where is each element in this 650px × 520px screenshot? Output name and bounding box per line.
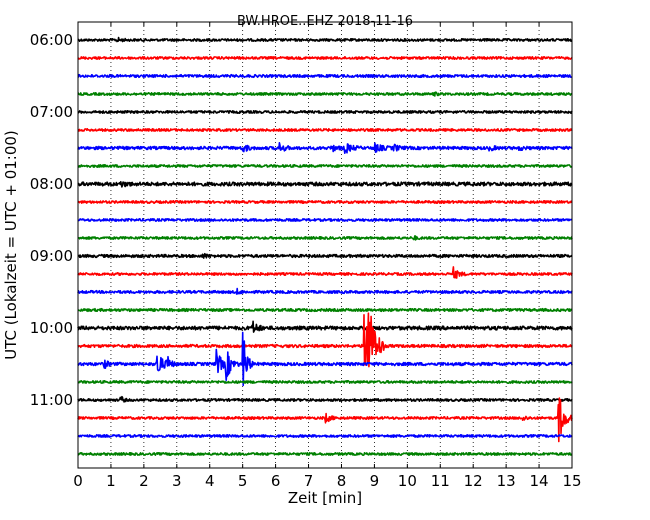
- trace-0800: [77, 181, 573, 188]
- x-tick-label: 7: [304, 472, 314, 490]
- y-tick-label: 11:00: [30, 391, 73, 409]
- trace-1115: [77, 397, 573, 443]
- x-tick-label: 0: [73, 472, 83, 490]
- x-tick-label: 1: [106, 472, 116, 490]
- x-tick-label: 5: [238, 472, 248, 490]
- y-tick-label: 09:00: [30, 247, 73, 265]
- trace-1015: [77, 312, 573, 368]
- axis-ticks: [77, 22, 573, 468]
- x-axis-tick-labels: 0 1 2 3 4 5 6 7 8 9 10 11 12 13 14 15: [73, 472, 581, 490]
- y-axis-title: UTC (Lokalzeit = UTC + 01:00): [2, 130, 20, 360]
- trace-0715: [77, 128, 573, 132]
- x-tick-label: 3: [172, 472, 182, 490]
- x-tick-label: 10: [398, 472, 417, 490]
- trace-0830: [77, 218, 573, 222]
- trace-1030: [77, 331, 573, 387]
- trace-1130: [77, 433, 573, 439]
- y-tick-label: 07:00: [30, 103, 73, 121]
- trace-lines: [77, 36, 573, 457]
- trace-1100: [77, 395, 573, 403]
- trace-0900: [77, 252, 573, 259]
- y-axis-tick-labels: 06:00 07:00 08:00 09:00 10:00 11:00: [30, 31, 73, 409]
- trace-0845: [77, 235, 573, 241]
- x-tick-label: 2: [139, 472, 149, 490]
- plot-area: [77, 21, 573, 469]
- trace-0930: [77, 287, 573, 295]
- x-tick-label: 13: [497, 472, 516, 490]
- x-tick-label: 6: [271, 472, 281, 490]
- x-tick-label: 11: [431, 472, 450, 490]
- trace-0645: [77, 91, 573, 97]
- trace-0615: [77, 55, 573, 61]
- x-tick-label: 9: [370, 472, 380, 490]
- x-tick-label: 8: [337, 472, 347, 490]
- plot-frame: [77, 21, 573, 469]
- x-tick-label: 14: [530, 472, 549, 490]
- trace-0630: [77, 73, 573, 79]
- trace-1145: [77, 451, 573, 457]
- trace-0730: [77, 142, 573, 154]
- y-tick-label: 08:00: [30, 175, 73, 193]
- x-axis-title: Zeit [min]: [288, 489, 362, 507]
- x-tick-label: 4: [205, 472, 215, 490]
- y-tick-label: 06:00: [30, 31, 73, 49]
- x-tick-label: 15: [562, 472, 581, 490]
- trace-0600: [77, 36, 573, 43]
- trace-1000: [77, 320, 573, 333]
- trace-0745: [77, 164, 573, 168]
- trace-0945: [77, 307, 573, 313]
- trace-0915: [77, 266, 573, 279]
- x-tick-label: 12: [464, 472, 483, 490]
- trace-0815: [77, 200, 573, 204]
- y-tick-label: 10:00: [30, 319, 73, 337]
- trace-1045: [77, 379, 573, 385]
- trace-0700: [77, 110, 573, 114]
